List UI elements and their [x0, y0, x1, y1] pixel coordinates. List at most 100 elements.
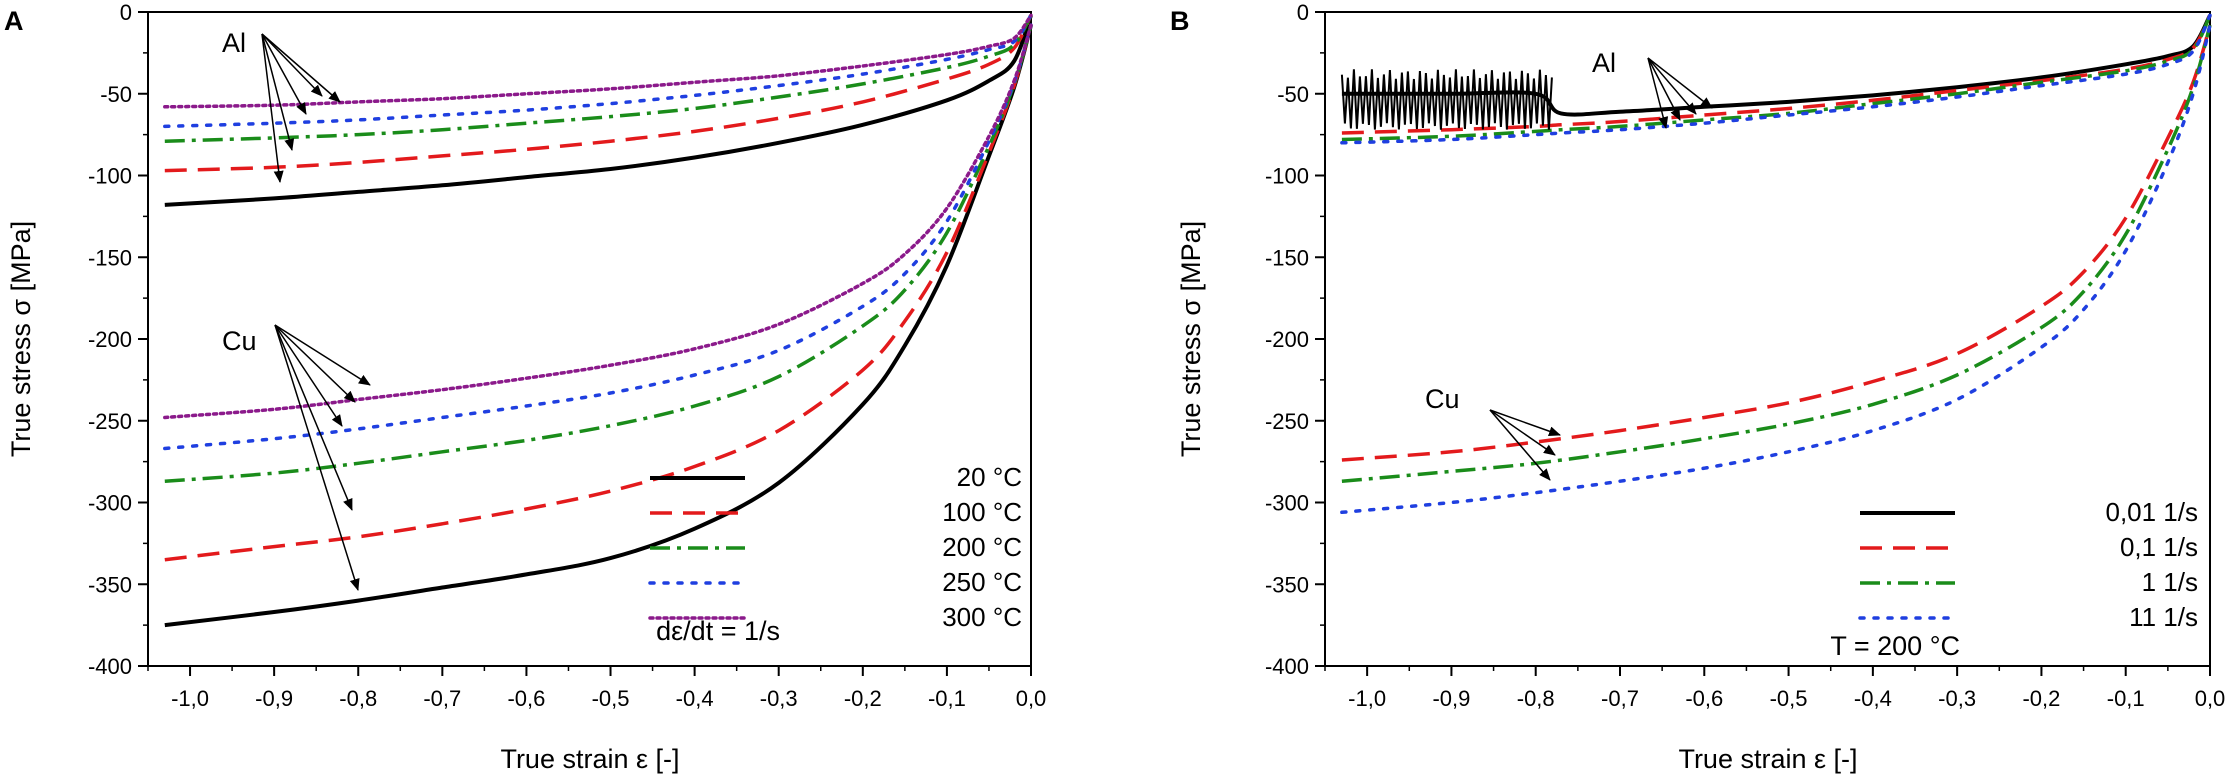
annotation-arrow [1647, 57, 1697, 115]
series-line-al-11-1-s [1340, 13, 2212, 145]
legend-label: 0,01 1/s [2105, 497, 2198, 527]
x-tick-label: -0,5 [592, 686, 630, 711]
legend: 20 °C 100 °C 200 °C 250 °C 300 °C [648, 462, 1022, 632]
x-tick-label: 0,0 [1016, 686, 1047, 711]
x-tick-label: -0,1 [2107, 686, 2145, 711]
x-tick-label: -0,8 [339, 686, 377, 711]
annotation-arrow [1647, 57, 1681, 121]
series-line-al-250-c [163, 13, 1033, 129]
panel-b: B True strain ε [-] True stress σ [MPa] … [1170, 0, 2225, 774]
y-tick-label: -250 [1265, 409, 1309, 434]
series-layer [1340, 13, 2212, 515]
y-tick-label: -50 [1277, 82, 1309, 107]
y-tick-label: -300 [1265, 491, 1309, 516]
y-tick-label: -300 [88, 491, 132, 516]
y-tick-label: -350 [88, 572, 132, 597]
series-line-cu-300-c [163, 23, 1033, 420]
annotation-arrow [261, 33, 341, 103]
x-tick-label: -0,9 [255, 686, 293, 711]
y-axis-title: True stress σ [MPa] [6, 221, 36, 457]
annotation-arrow [274, 324, 343, 427]
series-line-cu-11-1-s [1340, 23, 2212, 515]
x-tick-label: -0,3 [760, 686, 798, 711]
x-tick-label: -0,2 [844, 686, 882, 711]
series-line-al-1-1-s [1341, 14, 2212, 142]
x-tick-label: -0,6 [507, 686, 545, 711]
y-axis-title: True stress σ [MPa] [1176, 221, 1206, 457]
x-tick-label: -0,7 [1601, 686, 1639, 711]
y-tick-label: -100 [1265, 164, 1309, 189]
annotation-arrow [261, 33, 307, 115]
axis-ticks: -1,0 -0,9 -0,8 -0,7 -0,6 -0,5 -0,4 -0,3 -0,2 -0,1… [1265, 0, 2225, 711]
annotation-arrows [261, 33, 371, 591]
annotation-arrow [1647, 57, 1669, 129]
y-tick-label: -150 [88, 245, 132, 270]
legend: 0,01 1/s 0,1 1/s 1 1/s 11 1/s [1858, 497, 2198, 632]
x-tick-label: 0,0 [2195, 686, 2226, 711]
series-line-al-300-c [163, 13, 1033, 109]
y-tick-label: 0 [120, 0, 132, 25]
y-tick-label: 0 [1297, 0, 1309, 25]
x-tick-label: -1,0 [171, 686, 209, 711]
annotation-cu: Cu [1425, 384, 1460, 414]
series-line-cu-100-c [164, 24, 1033, 562]
panel-label: B [1170, 6, 1190, 36]
annotation-arrow [274, 324, 371, 386]
legend-label: 20 °C [957, 462, 1022, 492]
note-strain-rate: dε/dt = 1/s [656, 616, 780, 646]
series-line-al-200-c [164, 14, 1033, 143]
annotation-al: Al [1592, 48, 1616, 78]
y-tick-label: -250 [88, 409, 132, 434]
annotation-arrow [1489, 409, 1551, 481]
y-tick-label: -400 [1265, 654, 1309, 679]
series-line-cu-0-1-1-s [1341, 24, 2212, 462]
x-tick-label: -0,6 [1685, 686, 1723, 711]
panel-a: A True strain ε [-] True stress σ [MPa] … [4, 0, 1046, 774]
legend-label: 300 °C [942, 602, 1022, 632]
annotation-arrow [1647, 57, 1713, 109]
series-line-al-100-c [164, 14, 1033, 173]
legend-label: 200 °C [942, 532, 1022, 562]
annotation-arrow [274, 324, 360, 591]
x-tick-label: -0,9 [1432, 686, 1470, 711]
series-line-cu-250-c [163, 23, 1033, 451]
x-tick-label: -0,7 [423, 686, 461, 711]
series-layer [163, 13, 1033, 628]
annotation-arrow [1489, 409, 1556, 456]
x-axis-title: True strain ε [-] [1678, 744, 1857, 774]
x-tick-label: -0,4 [676, 686, 714, 711]
y-tick-label: -100 [88, 164, 132, 189]
annotation-arrows [1489, 57, 1713, 481]
x-tick-label: -0,2 [2022, 686, 2060, 711]
series-line-al-0-1-1-s [1341, 14, 2212, 135]
annotation-arrow [261, 33, 284, 183]
annotation-al: Al [222, 28, 246, 58]
y-tick-label: -400 [88, 654, 132, 679]
annotation-arrow [261, 33, 323, 97]
y-tick-label: -50 [100, 82, 132, 107]
x-tick-label: -0,8 [1517, 686, 1555, 711]
y-tick-label: -200 [88, 327, 132, 352]
series-line-al-20-c [164, 14, 1033, 207]
x-tick-label: -0,3 [1938, 686, 1976, 711]
legend-label: 11 1/s [2129, 602, 2198, 632]
y-tick-label: -350 [1265, 572, 1309, 597]
y-tick-label: -150 [1265, 245, 1309, 270]
legend-label: 250 °C [942, 567, 1022, 597]
x-axis-title: True strain ε [-] [500, 744, 679, 774]
annotation-arrow [261, 33, 295, 151]
annotation-cu: Cu [222, 326, 257, 356]
note-temperature: T = 200 °C [1830, 631, 1960, 661]
legend-label: 100 °C [942, 497, 1022, 527]
annotation-arrow [1489, 409, 1561, 437]
panel-label: A [4, 6, 24, 36]
x-tick-label: -1,0 [1348, 686, 1386, 711]
x-tick-label: -0,4 [1854, 686, 1892, 711]
y-tick-label: -200 [1265, 327, 1309, 352]
annotation-arrow [274, 324, 356, 403]
annotation-arrow [274, 324, 353, 511]
x-tick-label: -0,1 [928, 686, 966, 711]
legend-label: 1 1/s [2142, 567, 2198, 597]
series-line-cu-200-c [164, 24, 1033, 483]
